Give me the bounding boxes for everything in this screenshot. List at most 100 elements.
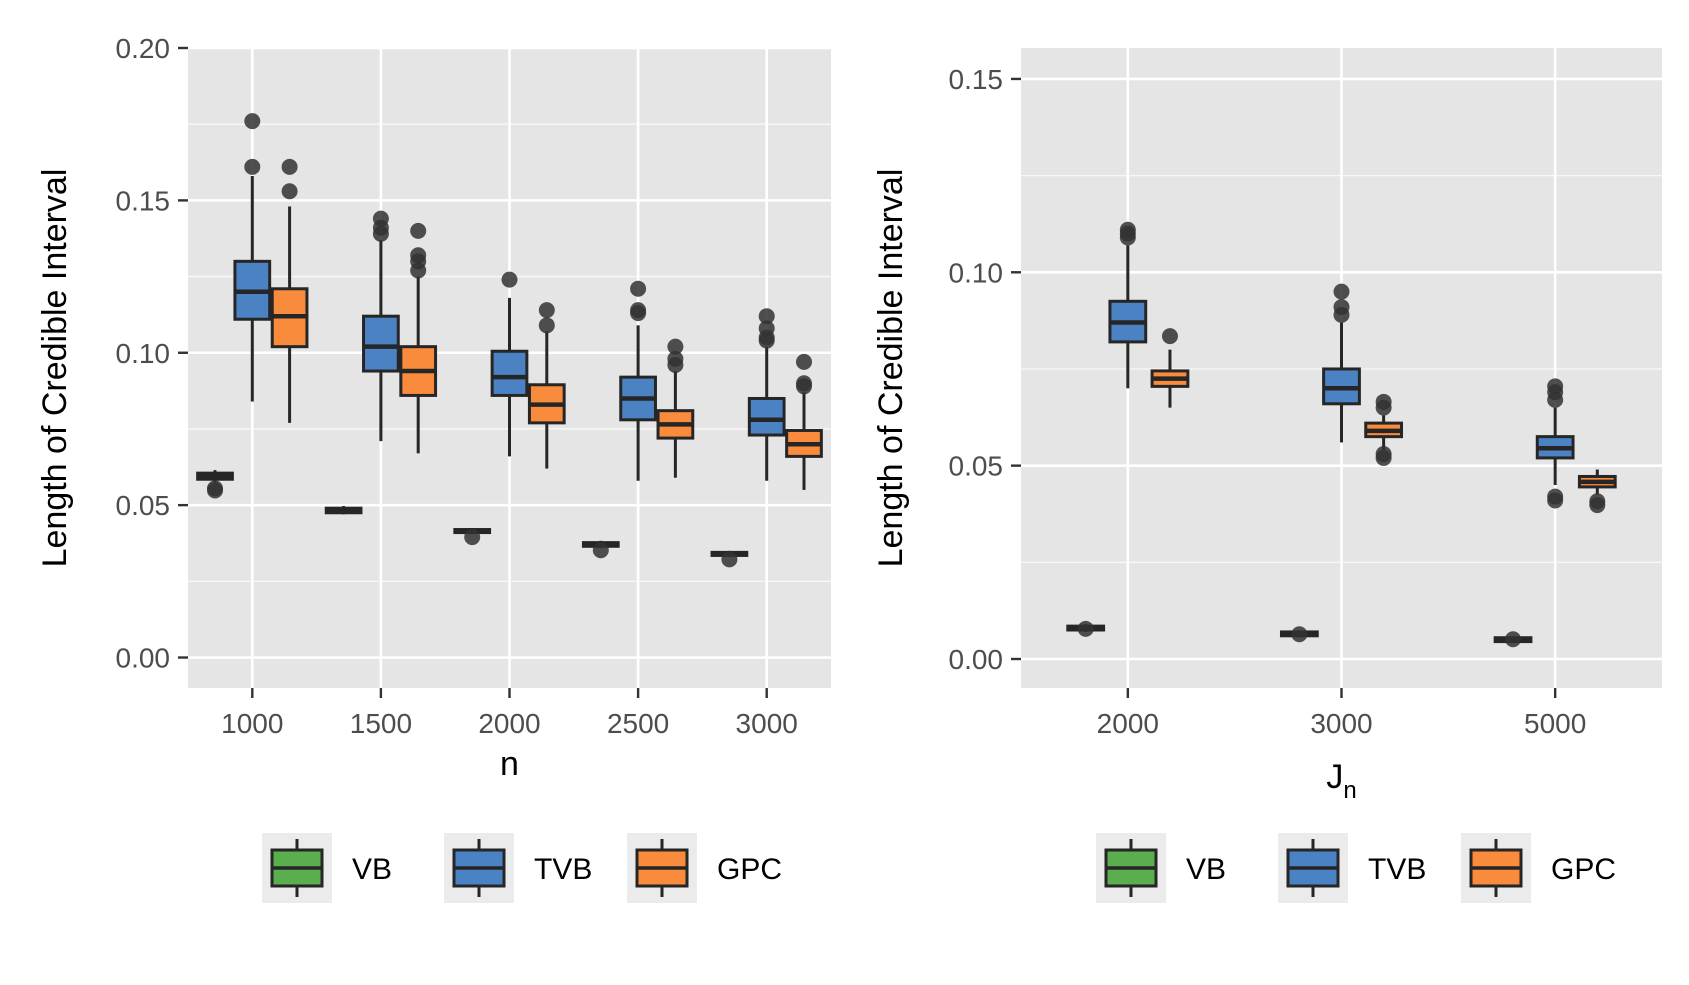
legend-label: GPC: [1551, 853, 1616, 886]
outlier-point: [630, 302, 647, 319]
boxplot-gpc: [270, 158, 309, 423]
x-tick-label: 1500: [350, 708, 412, 739]
y-tick-label: 0.20: [116, 33, 171, 64]
boxplot-tvb: [747, 308, 786, 481]
legend: VB TVB GPC: [1096, 833, 1616, 903]
legend: VB TVB GPC: [262, 833, 782, 903]
outlier-point: [667, 350, 684, 367]
boxplot-tvb: [1535, 378, 1575, 509]
boxplot-vb: [196, 470, 234, 499]
box-iqr: [490, 349, 529, 397]
outlier-point: [538, 317, 555, 334]
outlier-point: [630, 280, 647, 297]
boxplot-vb: [453, 528, 492, 546]
boxplot-vb: [1279, 626, 1319, 643]
boxplot-tvb: [490, 271, 529, 457]
boxplot-tvb: [1322, 283, 1361, 443]
x-tick-label: 3000: [736, 708, 798, 739]
x-axis-title: Jn: [1326, 758, 1356, 804]
outlier-point: [1505, 631, 1522, 648]
x-axis-title-subscript: n: [1343, 777, 1356, 804]
y-tick-label: 0.15: [116, 185, 171, 216]
outlier-point: [1333, 283, 1350, 300]
y-axis-title: Length of Credible Interval: [872, 169, 910, 568]
right-chart-panel: 0.00 0.05 0.10 0.15 2000 3000 5000 Length of Cr…: [872, 48, 1662, 903]
boxplot-tvb: [619, 280, 657, 481]
outlier-point: [1161, 328, 1178, 345]
boxplot-gpc: [1150, 328, 1190, 408]
outlier-point: [1375, 446, 1392, 463]
legend-label: GPC: [717, 853, 782, 886]
x-tick-label: 1000: [221, 708, 283, 739]
legend-item-tvb: TVB: [1278, 833, 1426, 903]
y-tick-label: 0.10: [949, 257, 1004, 288]
outlier-point: [1375, 393, 1392, 410]
x-tick-label: 2500: [607, 708, 669, 739]
legend-label: VB: [352, 853, 392, 886]
legend-item-gpc: GPC: [1461, 833, 1616, 903]
boxplot-vb: [710, 550, 749, 568]
outlier-point: [410, 247, 427, 264]
boxplot-gpc: [656, 338, 695, 478]
box-iqr: [362, 314, 400, 373]
boxplot-gpc: [1577, 469, 1617, 514]
y-tick-label: 0.00: [116, 643, 171, 674]
x-axis-title-main: J: [1326, 758, 1343, 796]
boxplot-gpc: [785, 353, 823, 490]
y-tick-label: 0.05: [116, 490, 171, 521]
x-tick-label: 2000: [1097, 708, 1159, 739]
outlier-point: [721, 551, 738, 568]
y-tick-label: 0.00: [949, 644, 1004, 675]
boxplot-gpc: [399, 222, 438, 454]
legend-item-tvb: TVB: [444, 833, 592, 903]
outlier-point: [758, 308, 775, 325]
outlier-point: [592, 542, 609, 559]
y-tick-label: 0.10: [116, 338, 171, 369]
box-iqr: [747, 396, 786, 437]
outlier-point: [795, 375, 812, 392]
left-chart-panel: 0.00 0.05 0.10 0.15 0.20 1000 1500 2000 2500 3000…: [36, 33, 831, 903]
outlier-point: [1119, 221, 1136, 238]
boxplot-vb: [581, 540, 620, 559]
outlier-point: [1291, 626, 1308, 643]
outlier-point: [1589, 493, 1606, 510]
outlier-point: [244, 113, 261, 130]
outlier-point: [410, 222, 427, 239]
outlier-point: [1333, 299, 1350, 316]
outlier-point: [244, 158, 261, 175]
boxplot-vb: [1066, 620, 1106, 637]
x-axis-title: n: [500, 745, 519, 783]
x-tick-label: 3000: [1310, 708, 1372, 739]
outlier-point: [1547, 488, 1564, 505]
outlier-point: [667, 338, 684, 355]
y-axis-title: Length of Credible Interval: [36, 169, 74, 568]
legend-item-vb: VB: [1096, 833, 1226, 903]
x-tick-label: 2000: [478, 708, 540, 739]
outlier-point: [795, 353, 812, 370]
x-tick-label: 5000: [1524, 708, 1586, 739]
outlier-point: [538, 302, 555, 319]
boxplot-tvb: [233, 113, 272, 402]
outlier-point: [464, 529, 481, 546]
boxplot-tvb: [362, 210, 400, 442]
boxplot-gpc: [527, 302, 566, 469]
y-tick-label: 0.05: [949, 451, 1004, 482]
outlier-point: [372, 210, 389, 227]
legend-item-vb: VB: [262, 833, 392, 903]
outlier-point: [281, 183, 298, 200]
boxplot-vb: [1493, 631, 1533, 648]
outlier-point: [758, 320, 775, 337]
outlier-point: [281, 158, 298, 175]
legend-label: TVB: [1368, 853, 1426, 886]
legend-label: VB: [1186, 853, 1226, 886]
legend-item-gpc: GPC: [627, 833, 782, 903]
legend-label: TVB: [534, 853, 592, 886]
boxplot-tvb: [1108, 221, 1148, 389]
outlier-point: [1077, 620, 1094, 637]
outlier-point: [1547, 378, 1564, 395]
boxplot-vb: [324, 506, 363, 515]
y-tick-label: 0.15: [949, 64, 1004, 95]
outlier-point: [501, 271, 518, 288]
outlier-point: [207, 482, 224, 499]
